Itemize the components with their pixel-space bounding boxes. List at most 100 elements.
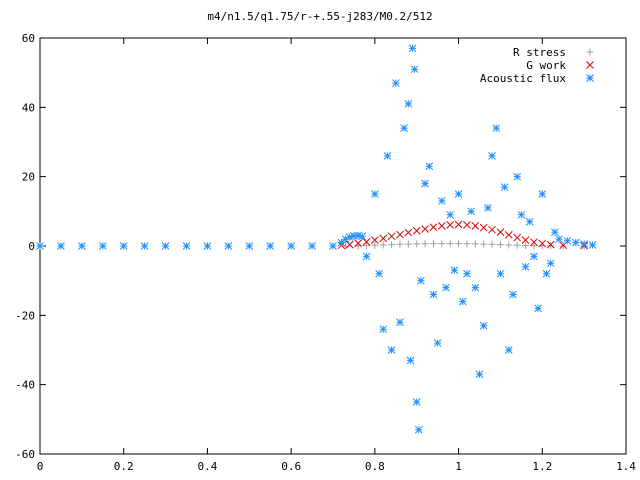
data-point bbox=[362, 252, 371, 261]
data-point bbox=[437, 222, 446, 230]
data-point bbox=[588, 241, 597, 249]
data-point bbox=[371, 236, 379, 244]
y-tick-label: 60 bbox=[22, 32, 35, 45]
y-tick-label: -20 bbox=[15, 309, 35, 322]
data-point bbox=[484, 204, 492, 212]
data-point bbox=[446, 220, 455, 229]
data-point bbox=[350, 232, 358, 240]
data-point bbox=[467, 207, 475, 216]
data-point bbox=[57, 242, 65, 250]
data-point bbox=[538, 190, 547, 198]
data-point bbox=[513, 241, 521, 249]
data-point bbox=[555, 235, 563, 243]
data-point bbox=[182, 242, 191, 250]
x-tick-label: 0.6 bbox=[281, 460, 301, 473]
data-point bbox=[454, 190, 463, 198]
data-point bbox=[463, 220, 471, 229]
data-point bbox=[98, 242, 107, 250]
data-point bbox=[329, 242, 337, 250]
data-point bbox=[408, 44, 417, 53]
data-point bbox=[471, 240, 479, 248]
data-point bbox=[354, 231, 362, 240]
data-point bbox=[404, 228, 413, 237]
data-point bbox=[563, 236, 572, 245]
data-point bbox=[530, 238, 538, 247]
data-point bbox=[446, 210, 455, 219]
data-point bbox=[406, 356, 415, 365]
data-point bbox=[492, 124, 501, 132]
data-point bbox=[446, 240, 454, 248]
legend-label: R stress bbox=[513, 46, 566, 59]
legend-marker bbox=[586, 61, 594, 69]
data-point bbox=[517, 210, 526, 219]
data-point bbox=[488, 152, 496, 160]
y-tick-label: -40 bbox=[15, 379, 35, 392]
data-point bbox=[387, 232, 396, 241]
data-point bbox=[437, 197, 446, 205]
data-point bbox=[496, 241, 504, 249]
data-point bbox=[463, 269, 471, 278]
data-point bbox=[337, 238, 346, 247]
data-point bbox=[504, 346, 513, 354]
data-point bbox=[546, 240, 555, 249]
data-point bbox=[400, 124, 409, 132]
data-point bbox=[496, 228, 505, 236]
data-point bbox=[421, 179, 429, 188]
legend-label: Acoustic flux bbox=[480, 72, 566, 85]
data-point bbox=[530, 242, 538, 250]
data-point bbox=[383, 152, 392, 160]
x-tick-label: 0.8 bbox=[365, 460, 385, 473]
data-point bbox=[500, 183, 509, 191]
data-point bbox=[245, 242, 254, 250]
data-point bbox=[354, 239, 362, 248]
data-point bbox=[505, 241, 513, 249]
data-point bbox=[479, 321, 488, 330]
legend-marker bbox=[586, 48, 594, 56]
data-point bbox=[421, 225, 429, 233]
data-point bbox=[308, 242, 316, 250]
data-point bbox=[412, 226, 421, 235]
series-2 bbox=[36, 44, 597, 434]
data-point bbox=[119, 242, 128, 250]
x-tick-label: 1 bbox=[455, 460, 462, 473]
data-point bbox=[396, 318, 404, 327]
data-point bbox=[421, 240, 429, 248]
x-tick-label: 1.4 bbox=[616, 460, 636, 473]
data-point bbox=[404, 100, 413, 108]
data-point bbox=[341, 235, 350, 243]
data-marks bbox=[36, 44, 597, 434]
data-point bbox=[388, 241, 396, 249]
data-point bbox=[396, 230, 404, 239]
data-point bbox=[203, 242, 212, 250]
data-point bbox=[509, 290, 517, 299]
data-point bbox=[475, 370, 484, 379]
data-point bbox=[488, 240, 496, 248]
y-tick-label: 20 bbox=[22, 171, 35, 184]
data-point bbox=[454, 220, 463, 229]
data-point bbox=[404, 240, 412, 248]
data-point bbox=[414, 425, 423, 434]
legend-marker bbox=[586, 74, 594, 82]
data-point bbox=[224, 242, 233, 250]
data-point bbox=[396, 240, 404, 248]
data-point bbox=[480, 240, 488, 248]
data-point bbox=[525, 217, 534, 226]
data-point bbox=[463, 240, 471, 248]
data-point bbox=[479, 223, 488, 232]
data-point bbox=[387, 346, 396, 354]
data-point bbox=[417, 276, 425, 285]
y-tick-label: -60 bbox=[15, 448, 35, 461]
x-tick-label: 0.4 bbox=[197, 460, 217, 473]
data-point bbox=[580, 240, 588, 248]
data-point bbox=[266, 242, 275, 250]
data-point bbox=[547, 242, 555, 250]
data-point bbox=[161, 242, 170, 250]
data-point bbox=[358, 232, 367, 241]
data-point bbox=[362, 237, 371, 246]
data-point bbox=[362, 242, 370, 250]
data-point bbox=[513, 233, 522, 242]
data-point bbox=[442, 283, 450, 292]
data-point bbox=[450, 266, 459, 275]
